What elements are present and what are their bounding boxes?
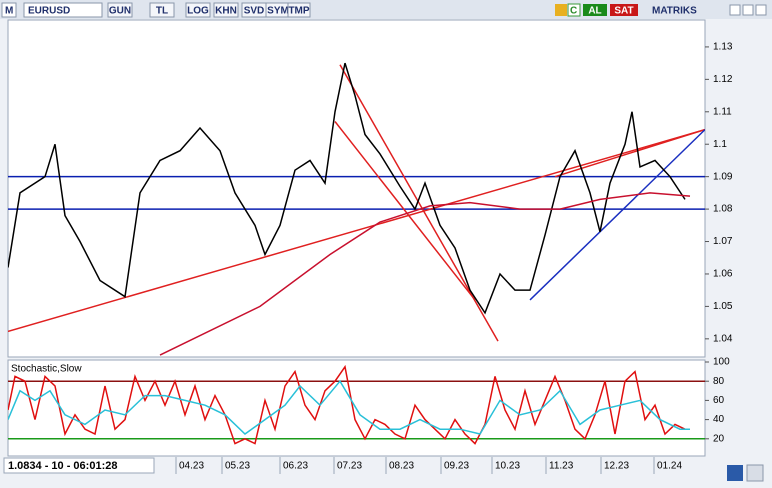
logo-box[interactable] <box>1 2 17 18</box>
logo: M <box>5 6 13 17</box>
plot <box>8 364 705 445</box>
y-tick-label: 1.09 <box>713 171 733 182</box>
symbol-box[interactable] <box>23 2 103 18</box>
y-tick-label: 1.06 <box>713 269 733 280</box>
toolbar-button[interactable] <box>287 2 311 18</box>
y-tick-label: 1.12 <box>713 74 733 85</box>
sell: SAT <box>614 6 633 17</box>
y-tick-label: 1.11 <box>713 106 732 117</box>
toolbar-button[interactable] <box>213 2 239 18</box>
toolbar-button[interactable] <box>107 2 133 18</box>
series-line <box>8 379 690 435</box>
plot <box>8 62 705 356</box>
brand: MATRIKS <box>652 6 697 17</box>
toolbar-button-label: LOG <box>187 6 209 17</box>
x-tick-label: 06.23 <box>283 461 308 472</box>
trend-line <box>554 128 705 178</box>
x-tick-label: 11.23 <box>549 461 574 472</box>
buy-button[interactable] <box>583 4 607 16</box>
y-tick-label: 40 <box>713 414 725 425</box>
toolbar-button-label: SYM <box>267 6 289 17</box>
minimize[interactable] <box>729 4 741 16</box>
x-tick-label: 12.23 <box>604 461 629 472</box>
refresh-button[interactable] <box>567 3 581 17</box>
x-tick-label: 04.23 <box>179 461 204 472</box>
y-tick-label: 20 <box>713 433 725 444</box>
y-tick-label: 1.05 <box>713 301 733 312</box>
scroll-button[interactable] <box>746 464 764 482</box>
close[interactable] <box>755 4 767 16</box>
toolbar-button-label: TMP <box>288 6 309 17</box>
y-tick-label: 1.07 <box>713 236 733 247</box>
symbol: EURUSD <box>28 6 70 17</box>
series-line <box>159 192 691 356</box>
y-tick-label: 100 <box>713 357 730 368</box>
x-tick-label: 07.23 <box>337 461 362 472</box>
trend-line <box>8 128 705 333</box>
refresh: C <box>570 6 577 17</box>
x-tick-label: 10.23 <box>495 461 520 472</box>
status: 1.0834 - 10 - 06:01:28 <box>8 460 117 472</box>
x-tick-label: 05.23 <box>225 461 250 472</box>
y-tick-label: 1.1 <box>713 139 727 150</box>
price-panel <box>7 19 706 358</box>
x-tick-label: 08.23 <box>389 461 414 472</box>
toolbar-button[interactable] <box>185 2 211 18</box>
maximize[interactable] <box>742 4 754 16</box>
status-box <box>3 457 155 474</box>
y-tick-label: 80 <box>713 376 725 387</box>
icon[interactable] <box>555 4 567 16</box>
x-tick-label: 09.23 <box>444 461 469 472</box>
y-tick-label: 1.04 <box>713 333 733 344</box>
y-tick-label: 60 <box>713 395 725 406</box>
series-line <box>8 364 686 445</box>
toolbar-button-label: TL <box>156 6 168 17</box>
x-tick-label: 01.24 <box>657 461 682 472</box>
toolbar-button-label: KHN <box>215 6 237 17</box>
y-tick-label: 1.13 <box>713 42 733 53</box>
toolbar-button-label: GUN <box>109 6 131 17</box>
toolbar-button[interactable] <box>149 2 175 18</box>
series-line <box>8 62 686 315</box>
buy: AL <box>588 6 601 17</box>
toolbar-button-label: SVD <box>244 6 265 17</box>
trend-line <box>529 129 705 301</box>
trend-line <box>334 121 476 301</box>
y-tick-label: 1.08 <box>713 204 733 215</box>
sync-button[interactable] <box>727 465 743 481</box>
sell-button[interactable] <box>610 4 638 16</box>
panel-title: Stochastic,Slow <box>11 364 82 375</box>
